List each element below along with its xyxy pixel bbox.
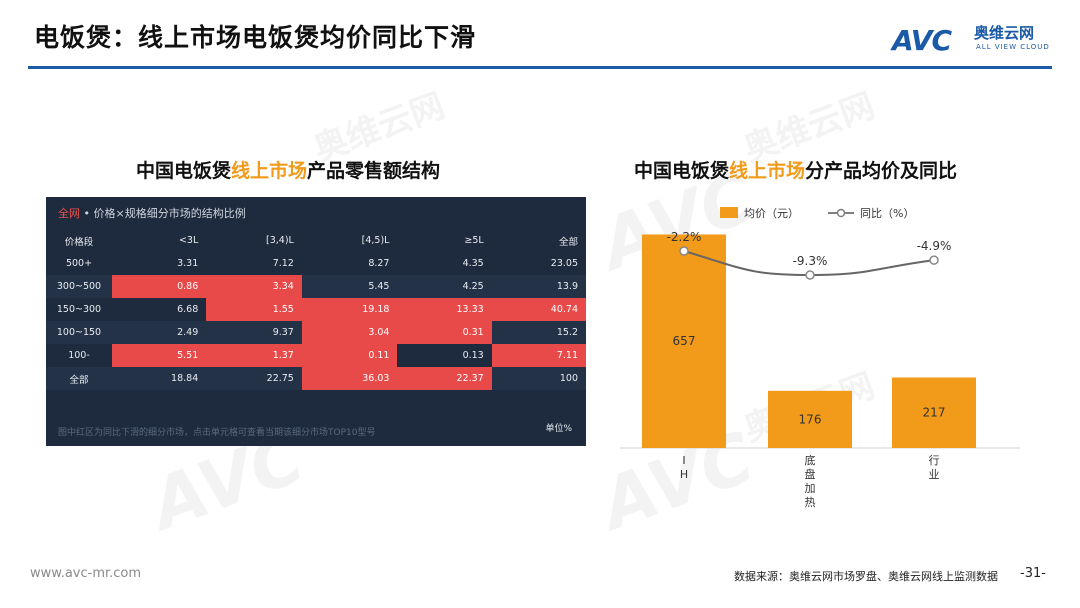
table-cell[interactable]: 9.37: [206, 321, 302, 344]
yoy-point: [805, 270, 815, 280]
table-cell[interactable]: 1.55: [206, 298, 302, 321]
table-row: 100~150 2.49 9.37 3.04 0.31 15.2: [46, 321, 586, 344]
table-cell[interactable]: 19.18: [301, 298, 398, 321]
page-number: -31-: [1020, 566, 1046, 581]
table-header-row: 价格段 <3L [3,4)L [4,5)L ≥5L 全部: [46, 229, 586, 252]
legend-marker: [836, 208, 846, 218]
table-cell[interactable]: 4.35: [462, 258, 484, 269]
data-label: 217: [923, 406, 946, 420]
table-cell[interactable]: 1.37: [206, 344, 302, 367]
data-label: 176: [799, 412, 822, 426]
table-row: 全部 18.84 22.75 36.03 22.37 100: [46, 367, 586, 390]
table-cell[interactable]: 0.11: [301, 344, 398, 367]
logo-en: ALL VIEW CLOUD: [976, 43, 1050, 51]
logo-text: AVC: [892, 24, 952, 57]
table-cell[interactable]: 36.03: [301, 367, 398, 390]
category-label: 底盘加热: [805, 453, 816, 509]
table-cell[interactable]: 40.74: [491, 298, 586, 321]
data-source: 数据来源：奥维云网市场罗盘、奥维云网线上监测数据: [734, 570, 998, 583]
table-cell[interactable]: 7.12: [272, 258, 294, 269]
table-row: 150~300 6.68 1.55 19.18 13.33 40.74: [46, 298, 586, 321]
table-cell[interactable]: 5.51: [112, 344, 207, 367]
right-section-title: 中国电饭煲线上市场分产品均价及同比: [634, 160, 958, 182]
table-row: 500+ 3.31 7.12 8.27 4.35 23.05: [46, 252, 586, 275]
table-cell[interactable]: 3.34: [206, 275, 302, 298]
category-label-char: 盘: [805, 467, 816, 481]
left-section-title: 中国电饭煲线上市场产品零售额结构: [136, 160, 441, 182]
logo-cn: 奥维云网: [974, 24, 1035, 42]
table-cell[interactable]: 7.11: [491, 344, 586, 367]
table-cell[interactable]: 5.45: [301, 275, 398, 298]
category-label-char: H: [680, 468, 688, 481]
panel-header: 全网 • 价格×规格细分市场的结构比例: [58, 207, 246, 220]
table-cell[interactable]: 0.13: [462, 350, 484, 361]
column-header: 全部: [558, 236, 578, 248]
bar: [768, 390, 852, 448]
table-cell[interactable]: 0.31: [397, 321, 492, 344]
table-cell[interactable]: 15.2: [491, 321, 586, 344]
table-cell[interactable]: 22.37: [397, 367, 492, 390]
structure-table: 价格段 <3L [3,4)L [4,5)L ≥5L 全部 500+ 3.31 7.1…: [46, 229, 586, 390]
table-cell[interactable]: 0.86: [112, 275, 207, 298]
table-cell[interactable]: 13.9: [491, 275, 586, 298]
yoy-point: [679, 246, 689, 256]
bar: [892, 377, 976, 448]
legend-label: 均价（元）: [744, 207, 799, 220]
legend-swatch-bar: [720, 207, 738, 218]
row-label: 全部: [46, 367, 112, 390]
row-label: 300~500: [46, 275, 112, 298]
brand-logo: AVC 奥维云网 ALL VIEW CLOUD: [892, 24, 1049, 57]
category-label-char: 底: [805, 453, 816, 467]
table-cell[interactable]: 100: [491, 367, 586, 390]
table-cell[interactable]: 22.75: [206, 367, 302, 390]
category-label-char: 行: [929, 454, 940, 467]
row-label: 100-: [68, 350, 90, 361]
table-cell[interactable]: 23.05: [550, 258, 578, 269]
table-cell[interactable]: 8.27: [368, 258, 390, 269]
column-header: ≥5L: [464, 235, 484, 246]
header-divider: [28, 66, 1052, 69]
page-title: 电饭煲：线上市场电饭煲均价同比下滑: [34, 23, 477, 52]
table-cell[interactable]: 13.33: [397, 298, 492, 321]
table-cell[interactable]: 3.31: [177, 258, 199, 269]
bar: [642, 234, 726, 448]
table-cell[interactable]: 6.68: [177, 304, 199, 315]
table-row: 100- 5.51 1.37 0.11 0.13 7.11: [46, 344, 586, 367]
legend-label: 同比（%）: [860, 207, 914, 220]
unit-label: 单位%: [545, 424, 572, 434]
row-label: 500+: [65, 258, 93, 269]
category-label-char: I: [682, 454, 685, 467]
price-chart: 均价（元） 同比（%） 657 I H 176 底盘加热 217 行业 -2.2% -9.3% -4.…: [620, 207, 1020, 509]
table-cell[interactable]: 2.49: [112, 321, 207, 344]
column-header: [3,4)L: [266, 235, 294, 246]
category-label-char: 业: [929, 468, 940, 481]
category-label-char: 加: [805, 482, 816, 495]
row-label: 150~300: [56, 304, 102, 315]
website-url[interactable]: www.avc-mr.com: [30, 566, 142, 581]
structure-table-panel: 全网 • 价格×规格细分市场的结构比例 价格段 <3L [3,4)L [4,5)…: [46, 197, 586, 446]
yoy-label: -2.2%: [667, 230, 702, 244]
table-cell[interactable]: 4.25: [397, 275, 492, 298]
column-header: <3L: [178, 235, 199, 246]
table-row: 300~500 0.86 3.34 5.45 4.25 13.9: [46, 275, 586, 298]
category-label: 行业: [929, 454, 940, 481]
yoy-label: -4.9%: [917, 239, 952, 253]
yoy-point: [929, 255, 939, 265]
column-header: 价格段: [64, 236, 94, 248]
panel-footnote: 图中红区为同比下滑的细分市场，点击单元格可查看当期该细分市场TOP10型号: [58, 428, 376, 438]
data-label: 657: [673, 334, 696, 348]
table-cell[interactable]: 3.04: [301, 321, 398, 344]
column-header: [4,5)L: [361, 235, 390, 246]
row-label: 100~150: [46, 321, 112, 344]
table-cell[interactable]: 18.84: [112, 367, 207, 390]
category-label-char: 热: [805, 496, 816, 509]
yoy-label: -9.3%: [793, 254, 828, 268]
